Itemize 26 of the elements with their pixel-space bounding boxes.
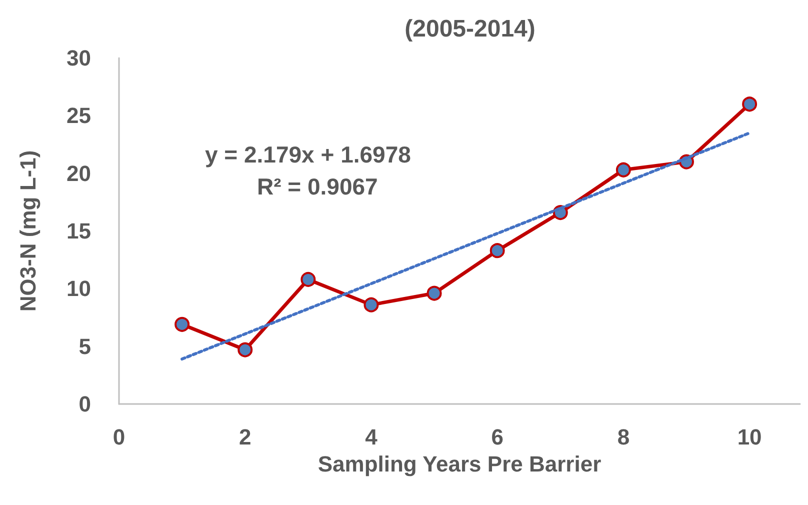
annotation: R² = 0.9067: [257, 174, 378, 200]
y-tick-label: 5: [78, 334, 91, 359]
x-axis-title: Sampling Years Pre Barrier: [318, 451, 602, 476]
x-tick-label: 4: [365, 424, 378, 450]
x-tick-label: 6: [491, 424, 504, 450]
point: [174, 316, 190, 332]
point: [364, 297, 379, 312]
x-tick-label: 0: [112, 424, 126, 450]
point: [616, 162, 631, 178]
y-tick-label: 25: [66, 103, 91, 128]
y-tick-label: 30: [66, 46, 91, 70]
point: [426, 286, 442, 301]
point: [300, 272, 316, 287]
y-tick-label: 10: [66, 276, 91, 302]
x-tick-label: 10: [737, 424, 762, 450]
y-tick-label: 20: [66, 160, 91, 186]
point: [490, 243, 505, 258]
annotation: y = 2.179x + 1.6978: [205, 142, 412, 168]
point: [742, 96, 758, 112]
point: [238, 342, 253, 358]
x-tick-label: 2: [238, 424, 252, 450]
y-axis-title: NO3-N (mg L-1): [16, 150, 40, 312]
chart-title: (2005-2014): [404, 16, 536, 42]
y-tick-label: 15: [66, 218, 91, 244]
x-tick-label: 8: [617, 424, 630, 450]
y-tick-label: 0: [78, 392, 91, 416]
